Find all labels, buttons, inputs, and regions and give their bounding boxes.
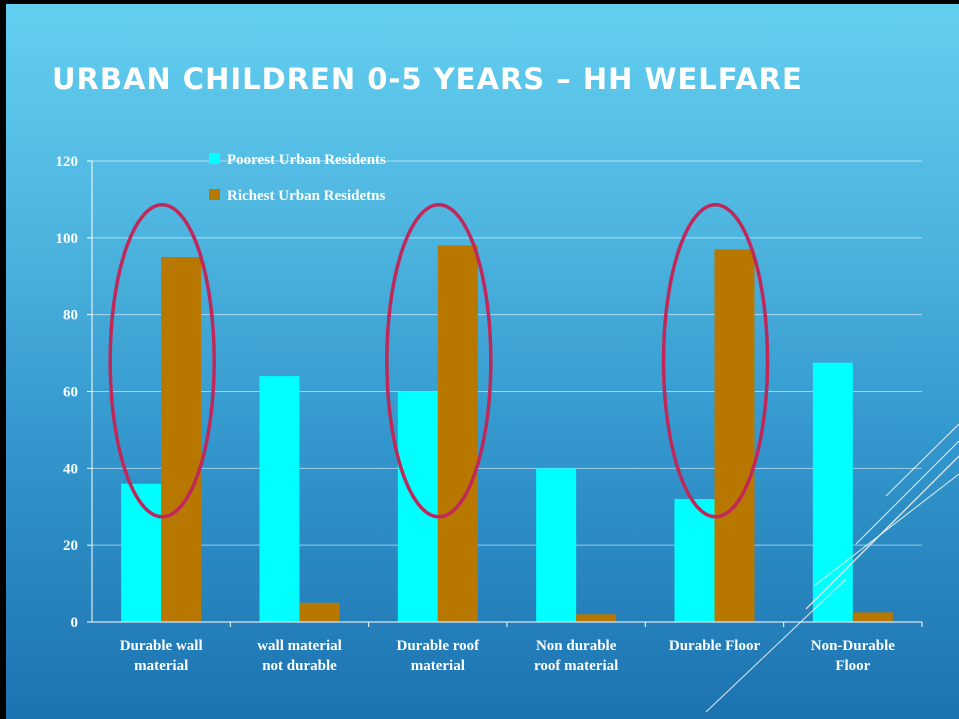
y-tick-label: 60 [63,385,78,401]
y-tick-label: 40 [63,461,78,477]
legend-swatch [209,153,220,164]
grid-lines [92,160,922,546]
y-tick-label: 120 [56,154,79,170]
x-category-label: roof material [534,658,618,674]
bar-richest [299,602,340,622]
y-tick-label: 0 [71,615,79,631]
x-category-label: Durable wall [120,638,203,654]
bar-richest [161,257,202,622]
slide-title: URBAN CHILDREN 0-5 YEARS – HH WELFARE [52,62,803,96]
legend: Poorest Urban Residents Richest Urban Res… [209,152,386,204]
x-category-label: Durable Floor [669,638,761,654]
axes [87,160,923,627]
x-category-label: Floor [835,658,870,674]
x-category-label: material [411,658,465,674]
x-category-label: Durable roof [397,638,481,654]
bar-richest [714,249,755,622]
axis-labels: 0 20 40 60 80 100 120 Durable wall material wall … [56,154,896,674]
deco-line [855,440,959,545]
legend-label: Poorest Urban Residents [227,152,386,168]
deco-line [813,473,959,587]
bar-poorest [536,468,577,622]
bars [121,245,893,622]
x-category-label: Non durable [536,638,617,654]
x-category-label: material [134,658,188,674]
highlight-ellipse [385,203,493,519]
bar-poorest [259,376,300,622]
highlight-ellipse [661,203,770,519]
bar-richest [852,612,893,622]
deco-line [705,578,847,713]
y-tick-label: 80 [63,308,78,324]
bar-poorest [812,362,853,622]
highlight-ellipse [108,203,216,519]
slide: URBAN CHILDREN 0-5 YEARS – HH WELFARE 0 2… [6,4,959,719]
bar-richest [437,245,478,622]
bar-poorest [674,499,715,622]
highlight-circles [108,203,770,519]
bar-poorest [397,391,438,622]
y-tick-label: 100 [56,231,79,247]
y-tick-label: 20 [63,538,78,554]
bar-richest [576,614,617,622]
legend-swatch [209,189,220,200]
decorative-lines [705,423,959,713]
deco-line [885,423,959,497]
bar-chart: 0 20 40 60 80 100 120 Durable wall material wall … [56,152,959,713]
bar-poorest [121,483,162,622]
x-category-label: not durable [262,658,337,674]
x-category-label: Non-Durable [811,638,896,654]
x-category-label: wall material [257,638,342,654]
legend-label: Richest Urban Residetns [227,188,385,204]
